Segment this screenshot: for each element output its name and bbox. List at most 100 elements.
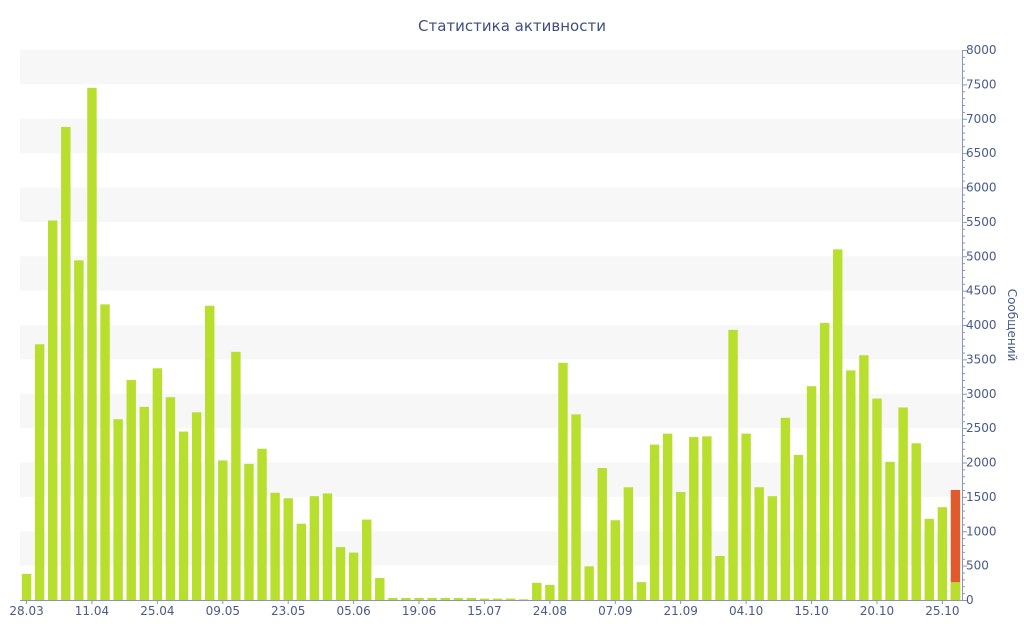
bar [348, 552, 359, 600]
bar [427, 597, 437, 600]
bar [571, 414, 581, 600]
bar [21, 573, 32, 600]
bar [204, 305, 215, 600]
bar [414, 597, 424, 600]
y-tick-label: 0 [966, 593, 974, 607]
x-tick-label: 11.04 [75, 604, 109, 618]
bar [806, 386, 817, 600]
bar [47, 220, 58, 600]
bar [584, 566, 594, 600]
x-tick-label: 20.10 [860, 604, 894, 618]
bar [100, 304, 110, 600]
x-tick-label: 09.05 [206, 604, 240, 618]
y-tick-label: 6500 [966, 146, 997, 160]
bar [87, 87, 97, 600]
bar [689, 437, 699, 600]
bar [218, 460, 228, 600]
bar [492, 598, 503, 600]
bar [885, 461, 895, 600]
bar [231, 351, 241, 600]
bar [898, 407, 908, 600]
bar [466, 597, 477, 600]
y-axis-label: Сообщений [1005, 289, 1019, 362]
y-tick-label: 3500 [966, 352, 997, 366]
bar [793, 454, 804, 600]
y-tick-label: 2000 [966, 456, 997, 470]
y-tick-label: 6000 [966, 181, 997, 195]
bar [675, 492, 686, 600]
grid-band [20, 325, 962, 360]
bar [113, 419, 123, 600]
y-tick-label: 8000 [966, 43, 997, 57]
x-tick-label: 23.05 [271, 604, 305, 618]
bar [309, 496, 320, 600]
grid-band [20, 531, 962, 566]
bar [872, 398, 882, 600]
bar [322, 493, 333, 600]
x-tick-label: 19.06 [402, 604, 436, 618]
bar [623, 487, 634, 600]
bar [924, 518, 935, 600]
bar [335, 547, 346, 600]
bar [361, 519, 372, 600]
bar [950, 582, 961, 600]
grid-bands [20, 50, 962, 566]
bars [21, 87, 961, 600]
y-tick-label: 5500 [966, 215, 997, 229]
grid-band [20, 256, 962, 291]
bar [662, 433, 673, 600]
y-tick-label: 1500 [966, 490, 997, 504]
bar [728, 329, 738, 600]
bar [296, 523, 307, 600]
x-ticks: 28.03 11.04 25.04 09.05 23.05 05.06 19.06 15.07… [9, 600, 960, 618]
bar [780, 417, 791, 600]
bar [126, 380, 136, 600]
y-tick-label: 7000 [966, 112, 997, 126]
bar [859, 355, 869, 600]
bar [911, 443, 921, 600]
bar [819, 322, 830, 600]
bar [558, 362, 568, 600]
bar [61, 127, 71, 600]
bar [597, 468, 607, 600]
bar [34, 344, 45, 600]
bar [257, 448, 267, 600]
bar [532, 582, 542, 600]
y-tick-label: 4000 [966, 318, 997, 332]
bar [375, 578, 385, 600]
bar [401, 597, 411, 600]
x-tick-label: 24.08 [533, 604, 567, 618]
x-tick-label: 21.09 [664, 604, 698, 618]
bar [937, 507, 948, 600]
bar [545, 584, 555, 600]
y-tick-label: 1000 [966, 524, 997, 538]
bar [505, 598, 516, 600]
bar [74, 260, 84, 600]
x-tick-label: 25.04 [140, 604, 174, 618]
bar [636, 582, 647, 600]
x-tick-label: 15.10 [794, 604, 828, 618]
x-tick-label: 07.09 [598, 604, 632, 618]
bar [283, 498, 293, 600]
grid-band [20, 118, 962, 154]
x-tick-label: 04.10 [729, 604, 763, 618]
y-tick-label: 7500 [966, 77, 997, 91]
y-tick-label: 3000 [966, 387, 997, 401]
x-tick-label: 25.10 [925, 604, 959, 618]
grid-band [20, 462, 962, 497]
grid-band [20, 50, 962, 85]
bar [715, 556, 725, 600]
x-tick-label: 28.03 [9, 604, 43, 618]
bar [244, 463, 254, 600]
bar [610, 520, 621, 600]
bar [832, 249, 843, 600]
bar [741, 433, 751, 600]
y-ticks: 0 500 1000 1500 2000 2500 3000 3500 4000 4500 5000… [962, 43, 997, 607]
x-tick-label: 15.07 [467, 604, 501, 618]
grid-band [20, 187, 962, 222]
y-tick-label: 5000 [966, 249, 997, 263]
y-tick-label: 500 [966, 559, 989, 573]
bar [453, 597, 464, 600]
bar [178, 431, 189, 600]
